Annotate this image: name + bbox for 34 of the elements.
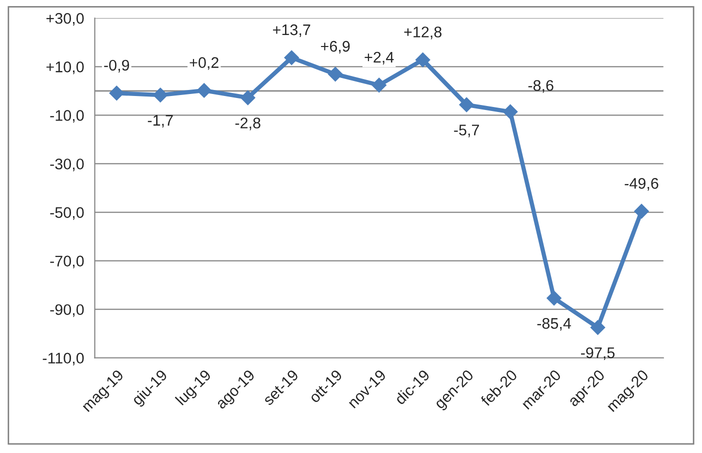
point xyxy=(590,320,606,335)
point xyxy=(152,88,168,102)
point xyxy=(372,78,386,92)
y-tick-label: +10,0 xyxy=(46,62,84,74)
data-label: -97,5 xyxy=(581,347,615,360)
data-label: +2,4 xyxy=(364,52,394,64)
data-label: -1,7 xyxy=(148,115,173,128)
data-label: +0,2 xyxy=(190,57,218,70)
y-tick-label: -10,0 xyxy=(50,110,84,123)
data-label: +12,8 xyxy=(404,26,442,40)
point xyxy=(196,83,212,98)
y-tick-label: -110,0 xyxy=(42,352,84,366)
point xyxy=(459,97,474,112)
y-tick-label: -70,0 xyxy=(50,256,84,268)
data-label: +6,9 xyxy=(321,40,350,54)
data-label: -49,6 xyxy=(624,178,658,191)
y-tick-label: +30,0 xyxy=(46,12,84,26)
data-label: -8,6 xyxy=(528,80,554,93)
point xyxy=(240,90,256,106)
data-label: -0,9 xyxy=(104,60,130,72)
y-tick-label: -30,0 xyxy=(50,158,84,172)
point xyxy=(634,204,649,219)
point xyxy=(284,50,299,66)
data-label: -85,4 xyxy=(537,318,572,331)
y-tick-label: -50,0 xyxy=(50,207,84,220)
y-tick-label: -90,0 xyxy=(50,304,84,317)
data-label: +13,7 xyxy=(273,24,310,38)
point xyxy=(502,104,518,120)
point xyxy=(328,66,343,82)
point xyxy=(546,290,562,306)
point xyxy=(109,86,124,100)
data-label: -2,8 xyxy=(235,118,260,130)
data-label: -5,7 xyxy=(454,124,479,138)
point xyxy=(415,52,430,68)
